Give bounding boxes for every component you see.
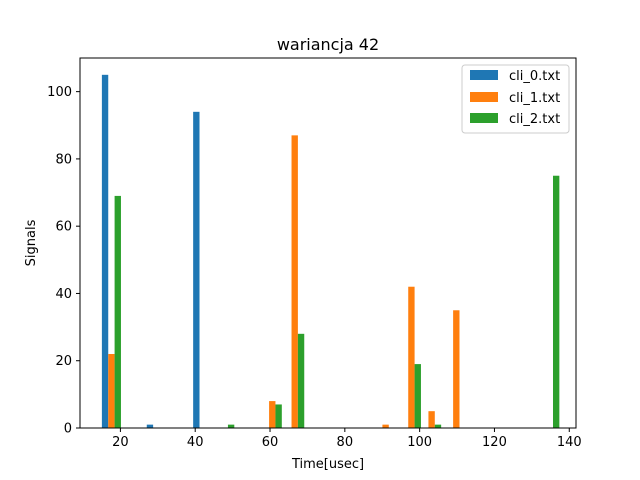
bar-series-2-point-4 — [414, 364, 421, 428]
bar-series-2-point-5 — [434, 424, 442, 428]
y-tick-label-3: 60 — [55, 220, 72, 235]
y-tick-label-0: 0 — [64, 422, 72, 437]
bar-series-2-point-3 — [297, 333, 305, 428]
legend-label-cli-2: cli_2.txt — [509, 112, 560, 127]
bar-series-0-point-1 — [146, 424, 154, 428]
x-tick-label-1: 40 — [187, 435, 204, 450]
legend-entry-cli-2: cli_2.txt — [470, 112, 560, 127]
x-tick-label-2: 60 — [262, 435, 279, 450]
plot-frame — [79, 57, 577, 429]
x-tick-label-4: 100 — [407, 435, 432, 450]
bar-series-1-point-5 — [428, 411, 435, 428]
legend-label-cli-1: cli_1.txt — [509, 91, 560, 106]
bars-layer — [101, 74, 560, 429]
x-tick-label-5: 120 — [482, 435, 507, 450]
legend-entry-cli-1: cli_1.txt — [470, 91, 560, 106]
legend-swatch-cli-1 — [470, 92, 498, 102]
y-tick-label-1: 20 — [55, 354, 72, 369]
legend-swatch-cli-2 — [470, 113, 498, 123]
bar-series-2-point-2 — [275, 404, 282, 428]
x-axis-ticks: 20 40 60 80 100 120 140 — [112, 428, 582, 450]
legend-swatch-cli-0 — [470, 70, 498, 80]
chart-title: wariancja 42 — [277, 35, 379, 54]
bar-series-1-point-4 — [408, 286, 415, 428]
bar-series-0-point-0 — [101, 74, 109, 429]
y-tick-label-2: 40 — [55, 287, 72, 302]
bar-series-1-point-6 — [453, 310, 460, 428]
x-tick-label-6: 140 — [557, 435, 582, 450]
x-tick-label-0: 20 — [112, 435, 129, 450]
bar-series-1-point-3 — [382, 424, 389, 428]
y-axis-label: Signals — [24, 219, 39, 266]
legend-label-cli-0: cli_0.txt — [509, 69, 560, 84]
bar-series-0-point-2 — [193, 111, 200, 429]
x-axis-label: Time[usec] — [291, 457, 364, 472]
bar-series-2-point-0 — [114, 195, 121, 428]
legend: cli_0.txt cli_1.txt cli_2.txt — [461, 64, 570, 134]
y-tick-label-5: 100 — [47, 85, 72, 100]
legend-entry-cli-0: cli_0.txt — [470, 69, 560, 84]
x-tick-label-3: 80 — [337, 435, 354, 450]
y-axis-ticks: 0 20 40 60 80 100 — [47, 85, 80, 437]
y-tick-label-4: 80 — [55, 152, 72, 167]
bar-series-2-point-1 — [227, 424, 235, 428]
bar-series-1-point-0 — [108, 354, 115, 428]
bar-series-1-point-1 — [269, 401, 276, 428]
bar-series-1-point-2 — [291, 135, 298, 428]
bar-series-2-point-6 — [552, 175, 560, 428]
